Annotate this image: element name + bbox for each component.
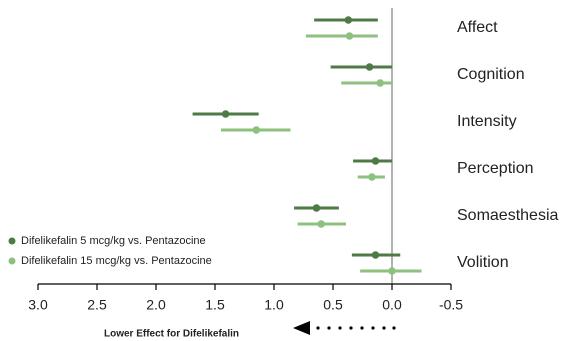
point-estimate: [252, 126, 261, 134]
x-tick-label: 0.5: [323, 297, 343, 313]
legend-marker: [8, 237, 16, 245]
category-label: Volition: [457, 254, 509, 271]
category-label: Perception: [457, 160, 534, 177]
point-estimate: [371, 251, 380, 259]
point-estimate: [371, 157, 380, 165]
point-estimate: [345, 32, 354, 40]
x-tick-label: -0.5: [439, 297, 463, 313]
point-estimate: [365, 63, 374, 71]
x-tick-label: 2.5: [87, 297, 107, 313]
x-tick-label: 1.0: [264, 297, 284, 313]
point-estimate: [312, 204, 321, 212]
category-label: Cognition: [457, 66, 525, 83]
legend-label: Difelikefalin 5 mcg/kg vs. Pentazocine: [21, 235, 206, 247]
direction-arrow: [293, 321, 396, 335]
point-estimate: [368, 173, 376, 181]
point-estimate: [221, 110, 230, 118]
category-label: Intensity: [457, 113, 517, 130]
x-tick-label: 1.5: [205, 297, 225, 313]
x-tick-label: 2.0: [146, 297, 166, 313]
legend-label: Difelikefalin 15 mcg/kg vs. Pentazocine: [21, 255, 212, 267]
category-label: Affect: [457, 19, 498, 36]
legend-marker: [8, 257, 16, 265]
x-tick-label: 0.0: [382, 297, 402, 313]
point-estimate: [317, 220, 326, 228]
annotation: Lower Effect for Difelikefalin: [104, 329, 239, 340]
category-label: Somaesthesia: [457, 207, 558, 224]
point-estimate: [344, 16, 353, 24]
x-tick-label: 3.0: [28, 297, 48, 313]
point-estimate: [388, 267, 396, 275]
point-estimate: [376, 79, 385, 87]
